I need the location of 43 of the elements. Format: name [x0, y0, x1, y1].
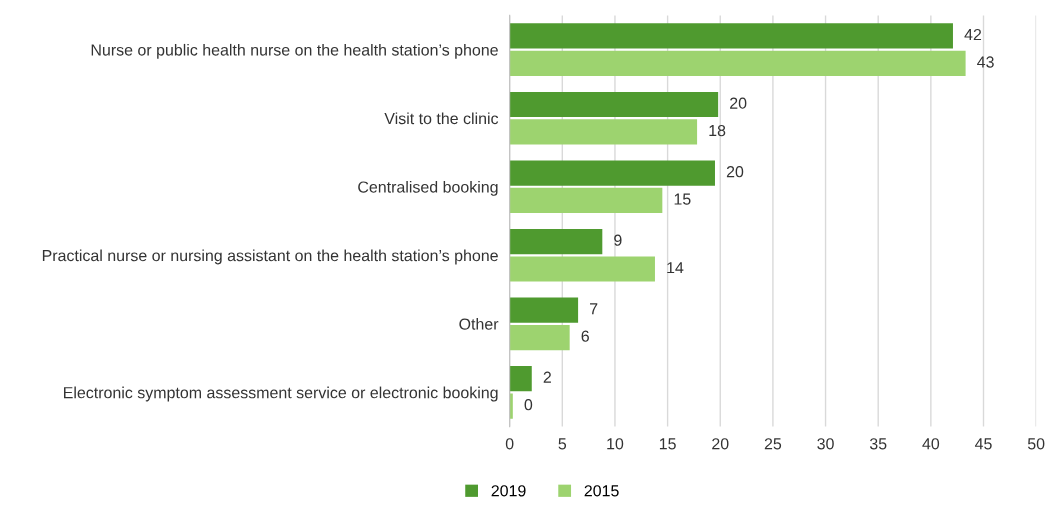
- legend-label: 2015: [584, 485, 619, 497]
- y-tick-label: Nurse or public health nurse on the health station’s phone: [91, 43, 498, 59]
- data-label: 42: [964, 28, 982, 41]
- data-label: 20: [730, 97, 747, 109]
- x-tick-label: 10: [607, 438, 624, 450]
- y-tick-label: Visit to the clinic: [384, 112, 499, 125]
- bar: [509, 393, 513, 419]
- x-tick-label: 50: [1027, 438, 1045, 450]
- x-tick-label: 30: [817, 438, 834, 450]
- x-tick-label: 5: [558, 438, 567, 450]
- bar: [509, 23, 953, 49]
- y-tick-label: Electronic symptom assessment service or electronic booking: [64, 386, 498, 402]
- bar: [509, 119, 698, 145]
- bar: [509, 228, 603, 255]
- data-label: 20: [726, 166, 744, 178]
- bar: [509, 297, 579, 323]
- data-label: 7: [590, 303, 598, 315]
- legend-label: 2019: [491, 485, 526, 497]
- data-label: 43: [977, 56, 994, 68]
- bar: [509, 160, 715, 186]
- data-label: 9: [614, 234, 622, 246]
- y-tick-label: Centralised booking: [358, 180, 498, 196]
- x-tick-label: 45: [974, 438, 992, 450]
- data-label: 0: [524, 399, 533, 411]
- data-label: 2: [543, 371, 551, 383]
- x-tick-label: 35: [869, 438, 887, 450]
- x-tick-label: 0: [505, 438, 514, 450]
- bar: [509, 50, 966, 76]
- bar: [509, 91, 719, 118]
- x-tick-label: 15: [659, 438, 676, 450]
- bar: [509, 256, 655, 282]
- bar: [509, 187, 663, 214]
- data-label: 15: [674, 193, 691, 205]
- y-tick-label: Other: [459, 318, 499, 330]
- data-label: 14: [667, 262, 684, 274]
- x-tick-label: 25: [764, 438, 782, 450]
- bar: [509, 324, 570, 351]
- y-tick-label: Practical nurse or nursing assistant on the health station’s phone: [42, 249, 498, 265]
- data-label: 6: [581, 330, 589, 342]
- bar: [509, 366, 532, 392]
- data-label: 18: [709, 124, 726, 137]
- x-tick-label: 40: [922, 438, 940, 450]
- x-tick-label: 20: [712, 438, 729, 450]
